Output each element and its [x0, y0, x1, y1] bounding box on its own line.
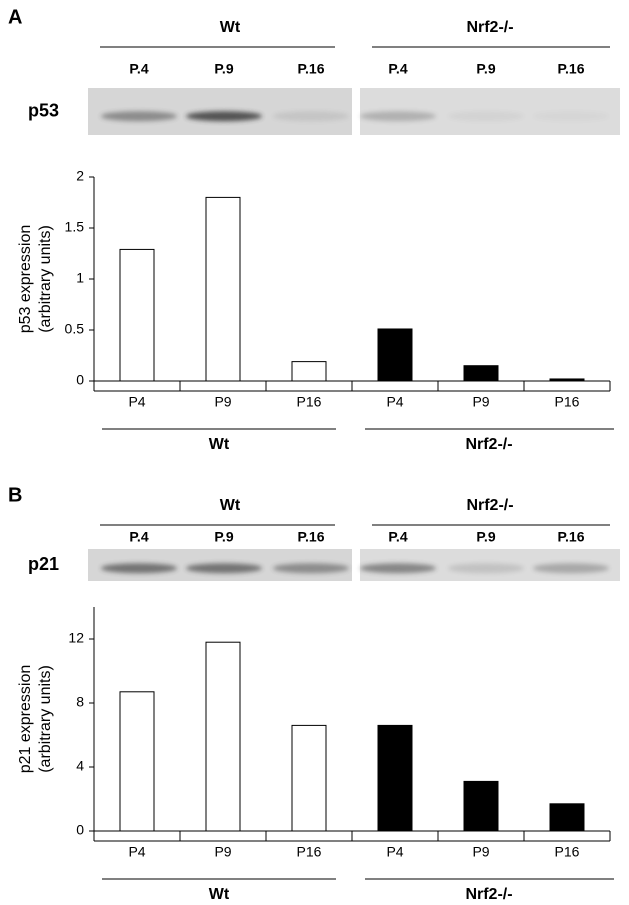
blot-band — [186, 563, 262, 574]
bar — [463, 780, 499, 832]
panel-label: A — [8, 6, 22, 28]
y-tick-label: 0 — [76, 822, 84, 838]
group-label: Nrf2-/- — [465, 886, 512, 900]
y-tick-label: 0.5 — [65, 321, 85, 337]
x-tick-label: P9 — [214, 394, 231, 410]
bar — [291, 361, 327, 382]
y-axis-label-line: p53 expression — [17, 225, 34, 334]
blot-lane-label: P.16 — [298, 61, 325, 77]
bar — [205, 196, 241, 382]
bar — [377, 328, 413, 382]
blot-lane-label: P.16 — [558, 61, 585, 77]
blot-band — [273, 111, 349, 122]
blot-band — [533, 111, 609, 121]
y-axis-label: p21 expression (arbitrary units) — [17, 665, 54, 774]
bar — [549, 803, 585, 832]
blot-band — [101, 563, 177, 574]
blot-band — [360, 563, 436, 574]
blot-label: p53 — [28, 100, 59, 120]
group-label: Nrf2-/- — [465, 436, 512, 453]
bar — [463, 365, 499, 382]
x-tick-label: P4 — [386, 394, 403, 410]
y-axis-label-line: p21 expression — [17, 665, 34, 774]
y-tick-label: 8 — [76, 694, 84, 710]
group-label: Wt — [209, 436, 230, 453]
y-tick-label: 2 — [76, 168, 84, 184]
bar — [119, 248, 155, 382]
y-tick-label: 4 — [76, 758, 84, 774]
y-tick-label: 1.5 — [65, 219, 85, 235]
blot-band — [273, 563, 349, 574]
blot-band — [448, 111, 524, 122]
blot-lane-label: P.16 — [298, 529, 325, 545]
blot-lane-label: P.4 — [129, 529, 148, 545]
x-tick-label: P16 — [555, 844, 580, 860]
panel-label: B — [8, 484, 22, 506]
x-tick-label: P9 — [472, 394, 489, 410]
blot-band — [533, 563, 609, 574]
y-tick-label: 1 — [76, 270, 84, 286]
blot-lane-label: P.4 — [388, 61, 407, 77]
bar — [119, 691, 155, 832]
blot-group-label: Nrf2-/- — [466, 497, 513, 514]
blot-group-label: Wt — [220, 19, 241, 36]
blot-lane-label: P.16 — [558, 529, 585, 545]
bar — [291, 724, 327, 832]
blot-label: p21 — [28, 554, 59, 574]
y-axis-label-line: (arbitrary units) — [37, 665, 54, 773]
blot-band — [448, 563, 524, 574]
blot-lane-label: P.4 — [129, 61, 148, 77]
x-tick-label: P16 — [297, 394, 322, 410]
x-tick-label: P16 — [297, 844, 322, 860]
y-tick-label: 0 — [76, 372, 84, 388]
x-tick-label: P16 — [555, 394, 580, 410]
x-tick-label: P9 — [472, 844, 489, 860]
x-tick-label: P4 — [386, 844, 403, 860]
y-tick-label: 12 — [68, 630, 84, 646]
blot-lane-label: P.4 — [388, 529, 407, 545]
blot-group-label: Wt — [220, 497, 241, 514]
x-tick-label: P4 — [128, 844, 145, 860]
blot-band — [186, 111, 262, 122]
blot-lane-label: P.9 — [214, 61, 233, 77]
x-tick-label: P9 — [214, 844, 231, 860]
bar — [549, 378, 585, 382]
blot-group-label: Nrf2-/- — [466, 19, 513, 36]
y-axis-label: p53 expression (arbitrary units) — [17, 225, 54, 334]
x-tick-label: P4 — [128, 394, 145, 410]
bar — [377, 724, 413, 832]
blot-lane-label: P.9 — [476, 529, 495, 545]
blot-lane-label: P.9 — [476, 61, 495, 77]
blot-lane-label: P.9 — [214, 529, 233, 545]
y-axis-label-line: (arbitrary units) — [37, 225, 54, 333]
bar — [205, 641, 241, 832]
blot-band — [360, 111, 436, 122]
group-label: Wt — [209, 886, 230, 900]
blot-band — [101, 111, 177, 122]
